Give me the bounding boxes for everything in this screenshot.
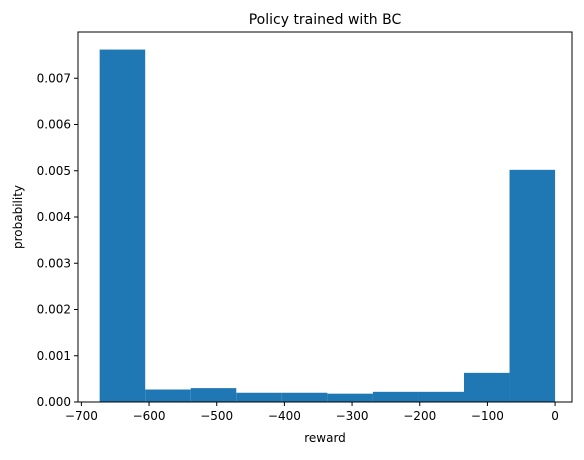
x-tick-label: 0 — [551, 409, 559, 423]
y-tick-label: 0.007 — [37, 71, 71, 85]
histogram-bar-7 — [372, 391, 419, 402]
histogram-bar-10 — [509, 169, 556, 402]
x-tick-label: −500 — [200, 409, 233, 423]
y-tick-label: 0.003 — [37, 256, 71, 270]
histogram-bar-1 — [99, 49, 146, 402]
histogram-bar-6 — [327, 393, 373, 402]
x-tick-label: −400 — [268, 409, 301, 423]
x-tick-label: −300 — [336, 409, 369, 423]
x-tick-label: −100 — [471, 409, 504, 423]
x-tick-label: −600 — [133, 409, 166, 423]
x-tick-label: −700 — [65, 409, 98, 423]
histogram-bar-2 — [145, 389, 191, 402]
chart-title: Policy trained with BC — [249, 12, 402, 28]
y-tick-label: 0.001 — [37, 349, 71, 363]
y-tick-label: 0.000 — [37, 395, 71, 409]
x-axis-label: reward — [304, 431, 346, 445]
x-tick-label: −200 — [403, 409, 436, 423]
histogram-bar-9 — [463, 372, 510, 402]
bars-group — [99, 49, 556, 402]
y-tick-label: 0.006 — [37, 118, 71, 132]
plot-frame — [77, 31, 573, 403]
y-tick-label: 0.004 — [37, 210, 71, 224]
y-tick-label: 0.002 — [37, 303, 71, 317]
x-axis-ticks: −700 −600 −500 −400 −300 −200 −100 0 — [65, 402, 559, 423]
y-axis-ticks: 0.000 0.001 0.002 0.003 0.004 0.005 0.006 0.007 — [37, 71, 78, 409]
histogram-bar-3 — [190, 388, 237, 402]
histogram-bar-4 — [236, 392, 282, 402]
y-tick-label: 0.005 — [37, 164, 71, 178]
y-axis-label: probability — [11, 185, 25, 249]
histogram-bar-5 — [281, 392, 328, 402]
histogram-bar-8 — [418, 391, 464, 402]
